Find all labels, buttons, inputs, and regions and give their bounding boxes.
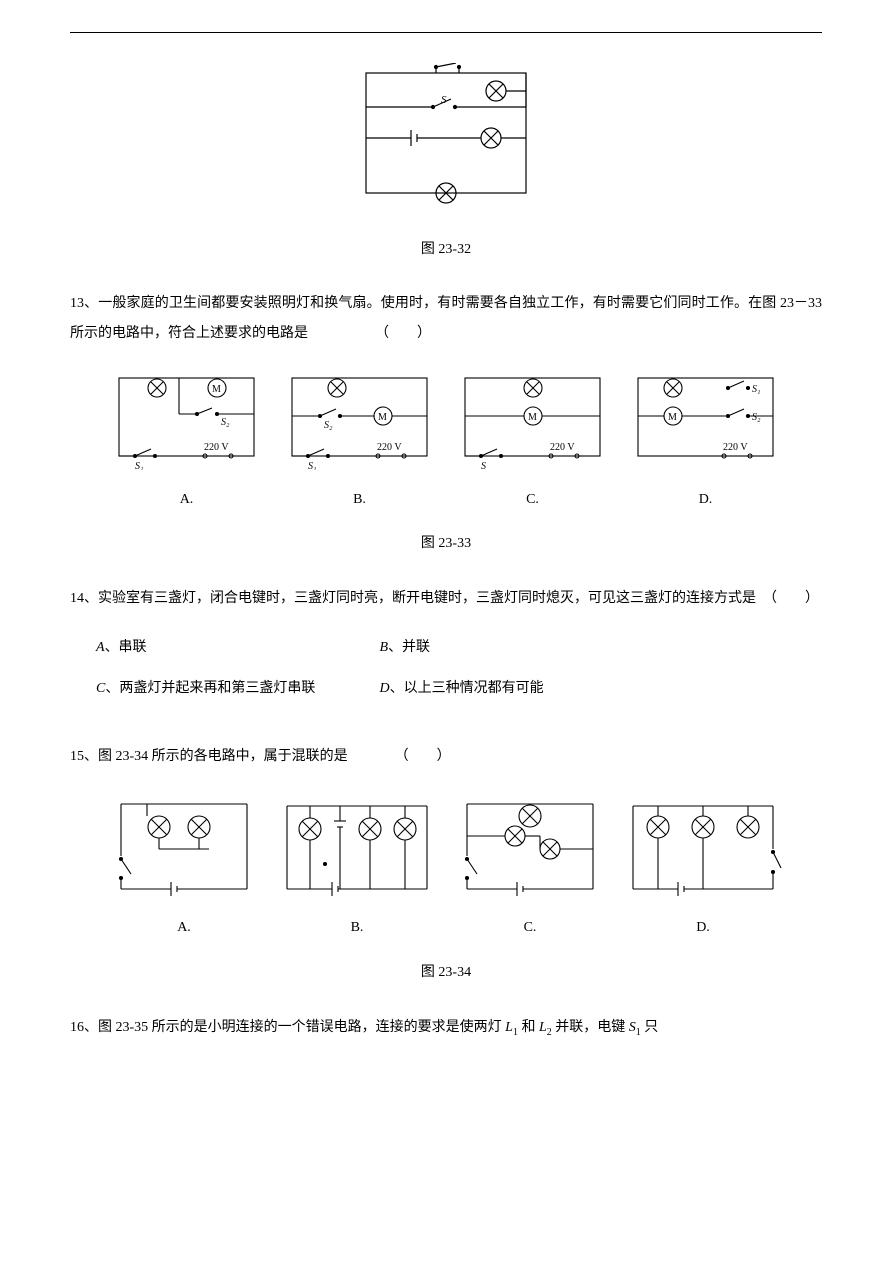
figure-23-32-caption: 图 23-32 xyxy=(70,237,822,264)
svg-text:M: M xyxy=(378,412,387,423)
svg-text:M: M xyxy=(668,412,677,423)
top-rule xyxy=(70,32,822,33)
question-16: 16、图 23-35 所示的是小明连接的一个错误电路，连接的要求是使两灯 L1 … xyxy=(70,1013,822,1043)
q15-a-label: A. xyxy=(109,915,259,942)
opt-b-label: B. xyxy=(282,487,437,514)
q16-s1: S xyxy=(629,1020,636,1035)
opt-a-s2: S₂ xyxy=(221,417,230,428)
q15-blank: （ ） xyxy=(395,742,451,771)
opt-c-label: C. xyxy=(455,487,610,514)
opt-d-s2: S₂ xyxy=(752,412,761,423)
circuit-b-svg: M S₂ S₁ 220 V xyxy=(282,370,437,470)
circuit-a-svg: M xyxy=(109,370,264,470)
q15-b-label: B. xyxy=(277,915,437,942)
opt-d-v: 220 V xyxy=(723,442,748,453)
opt-c-s: S xyxy=(481,461,486,470)
page: S 图 23-32 13、一般家庭的卫生间都要安装照明灯和换气扇。使用时，有时需… xyxy=(0,0,892,1262)
figure-23-34-row: A. xyxy=(70,794,822,942)
circuit-15b-svg xyxy=(277,794,437,899)
q15-d-label: D. xyxy=(623,915,783,942)
q15-option-a: A. xyxy=(109,794,259,942)
q13-text: 13、一般家庭的卫生间都要安装照明灯和换气扇。使用时，有时需要各自独立工作，有时… xyxy=(70,296,822,340)
circuit-15d-svg xyxy=(623,794,783,899)
opt-d-s1: S₁ xyxy=(752,384,760,395)
q13-option-b: M S₂ S₁ 220 V B. xyxy=(282,370,437,513)
q16-l1: L xyxy=(505,1020,513,1035)
opt-b-v: 220 V xyxy=(377,442,402,453)
svg-text:M: M xyxy=(528,412,537,423)
circuit-d-svg: M S₁ S₂ 220 V xyxy=(628,370,783,470)
opt-b-s1: S₁ xyxy=(308,461,316,470)
question-15: 15、图 23-34 所示的各电路中，属于混联的是 （ ） xyxy=(70,742,822,771)
q14-opt-c: C、两盏灯并起来再和第三盏灯串联 xyxy=(96,676,376,703)
q16-l2: L xyxy=(539,1020,547,1035)
q15-text: 15、图 23-34 所示的各电路中，属于混联的是 xyxy=(70,749,348,764)
figure-23-33-row: M xyxy=(70,370,822,513)
figure-23-33-caption: 图 23-33 xyxy=(70,531,822,558)
q13-option-a: M xyxy=(109,370,264,513)
figure-23-34-caption: 图 23-34 xyxy=(70,960,822,987)
q13-option-c: M S 220 V C. xyxy=(455,370,610,513)
q16-after: 只 xyxy=(641,1020,659,1035)
circuit-15a-svg xyxy=(109,794,259,899)
q15-option-c: C. xyxy=(455,794,605,942)
q14-opt-a: AA、串联、串联 xyxy=(96,635,376,662)
q14-row2: C、两盏灯并起来再和第三盏灯串联 D、以上三种情况都有可能 xyxy=(96,676,822,703)
question-14: 14、实验室有三盏灯，闭合电键时，三盏灯同时亮，断开电键时，三盏灯同时熄灭，可见… xyxy=(70,584,822,613)
opt-a-v: 220 V xyxy=(204,442,229,453)
opt-d-label: D. xyxy=(628,487,783,514)
q16-mid2: 并联，电键 xyxy=(552,1020,629,1035)
switch-label-s: S xyxy=(441,94,447,106)
opt-c-v: 220 V xyxy=(550,442,575,453)
question-13: 13、一般家庭的卫生间都要安装照明灯和换气扇。使用时，有时需要各自独立工作，有时… xyxy=(70,289,822,348)
svg-text:M: M xyxy=(212,384,221,395)
opt-a-label: A. xyxy=(109,487,264,514)
q16-before: 16、图 23-35 所示的是小明连接的一个错误电路，连接的要求是使两灯 xyxy=(70,1020,505,1035)
q16-mid1: 和 xyxy=(518,1020,539,1035)
q14-opt-b: B、并联 xyxy=(380,640,431,655)
circuit-15c-svg xyxy=(455,794,605,899)
q15-option-b: B. xyxy=(277,794,437,942)
figure-23-32: S xyxy=(70,63,822,219)
q14-row1: AA、串联、串联 B、并联 xyxy=(96,635,822,662)
q15-option-d: D. xyxy=(623,794,783,942)
q13-option-d: M S₁ S₂ 220 V D. xyxy=(628,370,783,513)
q13-blank: （ ） xyxy=(375,319,431,348)
circuit-c-svg: M S 220 V xyxy=(455,370,610,470)
circuit-23-32-svg: S xyxy=(351,63,541,208)
q14-opt-d: D、以上三种情况都有可能 xyxy=(380,681,544,696)
q15-c-label: C. xyxy=(455,915,605,942)
opt-a-s1: S₁ xyxy=(135,461,143,470)
opt-b-s2: S₂ xyxy=(324,420,333,431)
